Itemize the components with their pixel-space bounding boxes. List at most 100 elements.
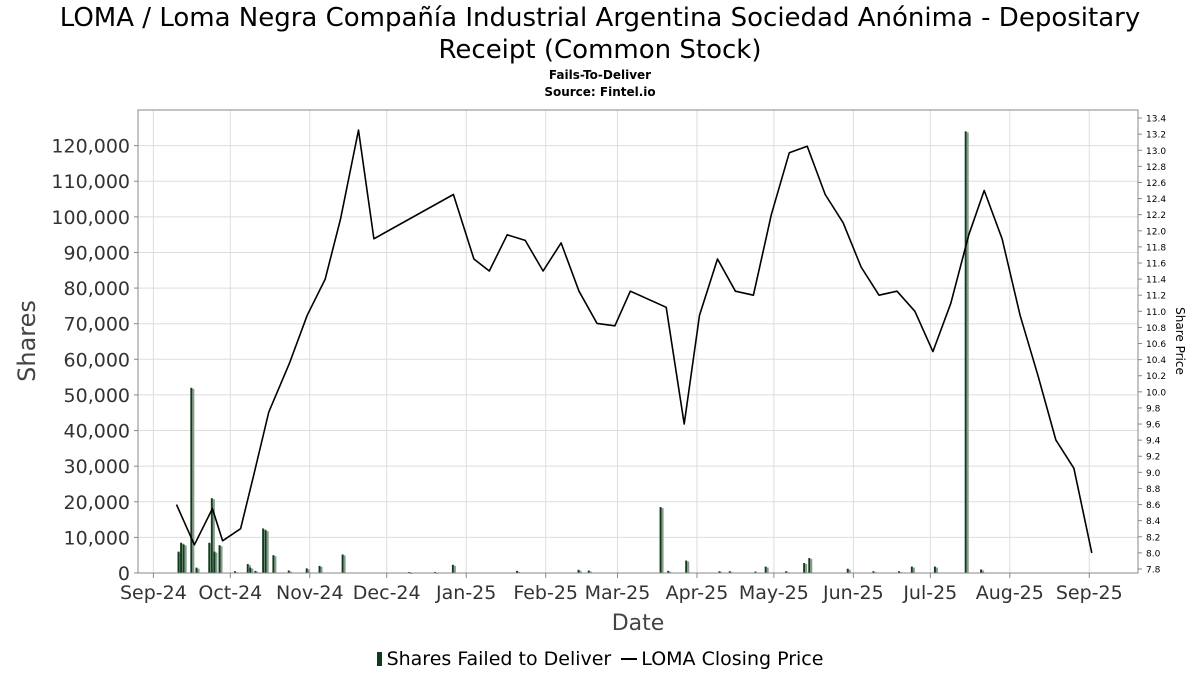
fails-bar (898, 571, 901, 573)
fails-bar (272, 555, 275, 573)
y2-tick-label: 12.0 (1146, 227, 1166, 237)
fails-bar-shade (589, 571, 592, 573)
y2-tick-label: 9.2 (1146, 453, 1160, 463)
y2-tick-label: 8.2 (1146, 533, 1160, 543)
fails-bar-shade (289, 571, 292, 573)
y2-tick-label: 12.2 (1146, 211, 1166, 221)
fails-bar (233, 571, 236, 573)
y2-tick-label: 9.6 (1146, 421, 1161, 431)
chart-title-line-2: Receipt (Common Stock) (438, 35, 762, 65)
y2-tick-label: 11.2 (1146, 292, 1166, 302)
grid-lines (138, 110, 1138, 574)
fails-bar (451, 564, 454, 573)
fails-bar (980, 569, 983, 573)
fails-bar-shade (212, 499, 215, 573)
fails-bar-shade (805, 564, 808, 573)
y-tick-label: 60,000 (64, 349, 130, 371)
y2-tick-label: 9.0 (1146, 469, 1161, 479)
y2-tick-label: 13.4 (1146, 115, 1166, 125)
plot-area-frame (137, 109, 1139, 574)
x-tick-label: Apr-25 (666, 582, 729, 604)
y2-tick-label: 8.0 (1146, 549, 1161, 559)
y2-tick-label: 13.0 (1146, 147, 1166, 157)
fails-bar (872, 571, 875, 573)
x-axis-label: Date (612, 611, 665, 636)
fails-bar-shade (517, 571, 520, 573)
fails-bar (249, 567, 252, 573)
fails-bar-shade (687, 561, 690, 573)
fails-bar (190, 387, 193, 573)
y-tick-label: 90,000 (64, 242, 130, 264)
legend-line-label: LOMA Closing Price (641, 647, 824, 670)
fails-bar (577, 569, 580, 573)
fails-bar-shade (274, 556, 277, 573)
y2-tick-label: 10.4 (1146, 356, 1166, 366)
y2-tick-label: 13.2 (1146, 131, 1166, 141)
fails-bar-shade (966, 132, 969, 573)
x-tick-label: Jun-25 (822, 582, 884, 604)
fails-bar (195, 567, 198, 573)
fails-bar (910, 566, 913, 573)
y-tick-label: 70,000 (64, 314, 130, 336)
x-tick-label: Jul-25 (902, 582, 957, 604)
x-tick-label: Nov-24 (276, 582, 344, 604)
fails-bar (587, 570, 590, 573)
fails-bar-shade (766, 567, 769, 573)
fails-bar (182, 544, 185, 573)
y2-tick-label: 12.4 (1146, 195, 1166, 205)
price-line (175, 129, 1093, 554)
y-tick-label: 120,000 (51, 136, 130, 158)
x-tick-label: Oct-24 (198, 582, 262, 604)
bar-series (177, 131, 985, 574)
y2-tick-label: 9.4 (1146, 437, 1161, 447)
fails-bar (803, 563, 806, 573)
fails-bar (933, 566, 936, 573)
fails-bar-shade (220, 546, 223, 573)
fails-bar (213, 551, 216, 573)
y2-tick-label: 7.8 (1146, 565, 1161, 575)
fails-bar-shade (320, 566, 323, 573)
fails-bar (728, 571, 731, 573)
fails-bar (785, 571, 788, 573)
fails-bar-shade (266, 531, 269, 573)
fails-bar-shade (184, 545, 187, 573)
fails-bar-shade (307, 569, 310, 573)
fails-bar-shade (982, 570, 985, 573)
x-tick-label: Dec-24 (353, 582, 421, 604)
y-tick-label: 40,000 (64, 421, 130, 443)
y2-tick-label: 10.0 (1146, 388, 1166, 398)
y2-tick-label: 8.4 (1146, 517, 1161, 527)
fails-bar-shade (661, 508, 664, 573)
y-tick-label: 0 (118, 563, 130, 585)
fails-bar-shade (453, 565, 456, 573)
fails-bar (305, 568, 308, 573)
legend-bars-label: Shares Failed to Deliver (386, 647, 612, 670)
fails-bar (659, 507, 662, 573)
fails-bar (254, 570, 257, 573)
price-line-series (175, 129, 1093, 554)
y-tick-label: 110,000 (51, 171, 130, 193)
fails-bar (964, 131, 967, 573)
fails-bar (515, 570, 518, 573)
y-tick-label: 20,000 (64, 492, 130, 514)
y2-tick-label: 11.0 (1146, 308, 1166, 318)
chart-legend: Shares Failed to Deliver LOMA Closing Pr… (0, 647, 1200, 670)
axes: 0 10,000 20,000 30,000 40,000 50,000 60,000 70,… (51, 115, 1166, 604)
fails-bar (218, 545, 221, 573)
x-tick-label: Sep-24 (120, 582, 187, 604)
chart-subtitle: Fails-To-Deliver (548, 68, 652, 82)
y2-tick-label: 12.8 (1146, 163, 1166, 173)
fails-bar-shade (251, 568, 254, 573)
fails-bar (180, 542, 183, 573)
y2-tick-label: 11.4 (1146, 276, 1166, 286)
fails-bar (287, 570, 290, 573)
legend-bar-swatch (376, 652, 382, 666)
fails-bar (846, 568, 849, 573)
fails-bar-shade (848, 569, 851, 573)
y2-tick-label: 10.2 (1146, 372, 1166, 382)
legend-item-bars: Shares Failed to Deliver (376, 647, 612, 670)
x-tick-label: Mar-25 (585, 582, 651, 604)
y2-axis-label: Share Price (1173, 307, 1187, 375)
y-tick-label: 80,000 (64, 278, 130, 300)
